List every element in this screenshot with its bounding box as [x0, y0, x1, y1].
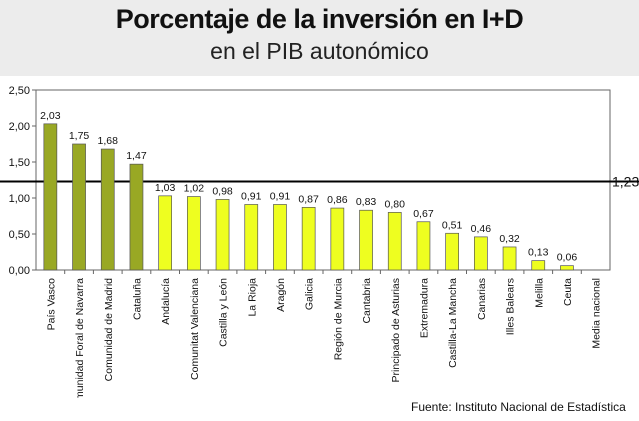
bar	[215, 199, 230, 271]
category-label: Principado de Asturias	[390, 278, 402, 382]
data-label: 0,83	[356, 196, 377, 208]
y-tick-label: 2,00	[9, 121, 30, 133]
bar	[502, 246, 517, 271]
bar	[43, 123, 58, 271]
category-label: Illes Balears	[505, 278, 517, 335]
data-label: 1,47	[126, 150, 147, 162]
bar	[474, 236, 488, 271]
bar	[129, 163, 144, 271]
category-label: Andalucía	[160, 278, 172, 325]
bar-chart: 0,00 0,50 1,00 1,50 2,00 2,50 2,03 País Vasco 1…	[0, 85, 639, 398]
bar	[187, 196, 201, 271]
bar	[416, 221, 431, 271]
data-label: 1,02	[184, 183, 205, 195]
data-label: 0,86	[327, 194, 348, 206]
reference-line-label: Media nacional	[591, 278, 603, 349]
bar	[301, 207, 316, 271]
category-label: Castilla y León	[218, 278, 230, 347]
data-label: 0,06	[557, 252, 578, 264]
plot-frame	[35, 89, 611, 271]
data-label: 0,91	[241, 190, 262, 202]
bar	[244, 204, 259, 271]
category-label: Ceuta	[562, 278, 574, 306]
bar	[72, 143, 86, 271]
category-label: Extremadura	[418, 278, 430, 338]
bar	[158, 195, 172, 271]
category-label: Aragón	[275, 278, 287, 312]
category-label: País Vasco	[45, 278, 57, 330]
category-label: Melilla	[533, 278, 545, 308]
bar	[330, 207, 345, 271]
chart-title: Porcentaje de la inversión en I+D	[115, 4, 524, 34]
y-tick-label: 0,50	[9, 229, 30, 241]
category-label: Comunidad Foral de Navarra	[74, 278, 86, 398]
category-label: Comunidad de Madrid	[103, 278, 115, 381]
y-tick-label: 2,50	[9, 85, 30, 97]
category-label: Canarias	[476, 278, 488, 320]
bar	[100, 148, 115, 271]
data-label: 0,51	[442, 219, 463, 231]
reference-line-value: 1,23	[612, 173, 639, 189]
bar	[445, 232, 459, 271]
category-label: La Rioja	[246, 278, 258, 317]
data-label: 0,67	[413, 208, 434, 220]
chart-header: Porcentaje de la inversión en I+D en el …	[0, 0, 639, 76]
chart-bars	[43, 123, 574, 271]
category-label: Comunitat Valenciana	[189, 278, 201, 380]
y-tick-label: 1,50	[9, 157, 30, 169]
data-label: 1,03	[155, 182, 176, 194]
chart-labels: 2,03 País Vasco 1,75 Comunidad Foral de Nav…	[40, 110, 639, 398]
data-label: 0,32	[499, 233, 520, 245]
data-label: 0,87	[298, 193, 319, 205]
source-note: Fuente: Instituto Nacional de Estadístic…	[411, 400, 626, 414]
data-label: 2,03	[40, 110, 61, 122]
bar	[273, 204, 287, 271]
bar	[531, 260, 546, 271]
data-label: 0,46	[471, 223, 492, 235]
category-label: Castilla-La Mancha	[447, 278, 459, 368]
category-label: Galicia	[304, 278, 316, 310]
data-label: 1,75	[69, 130, 90, 142]
category-label: Cantabria	[361, 278, 373, 324]
data-label: 1,68	[98, 135, 119, 147]
data-label: 0,13	[528, 247, 549, 259]
data-label: 0,98	[212, 185, 233, 197]
bar	[387, 212, 402, 271]
category-label: Región de Murcia	[332, 278, 344, 360]
bar	[359, 209, 373, 271]
data-label: 0,80	[385, 198, 406, 210]
chart-subtitle: en el PIB autonómico	[210, 38, 429, 64]
data-label: 0,91	[270, 190, 291, 202]
bar	[560, 265, 574, 271]
y-tick-label: 1,00	[9, 193, 30, 205]
y-tick-label: 0,00	[9, 265, 30, 277]
category-label: Cataluña	[131, 278, 143, 320]
